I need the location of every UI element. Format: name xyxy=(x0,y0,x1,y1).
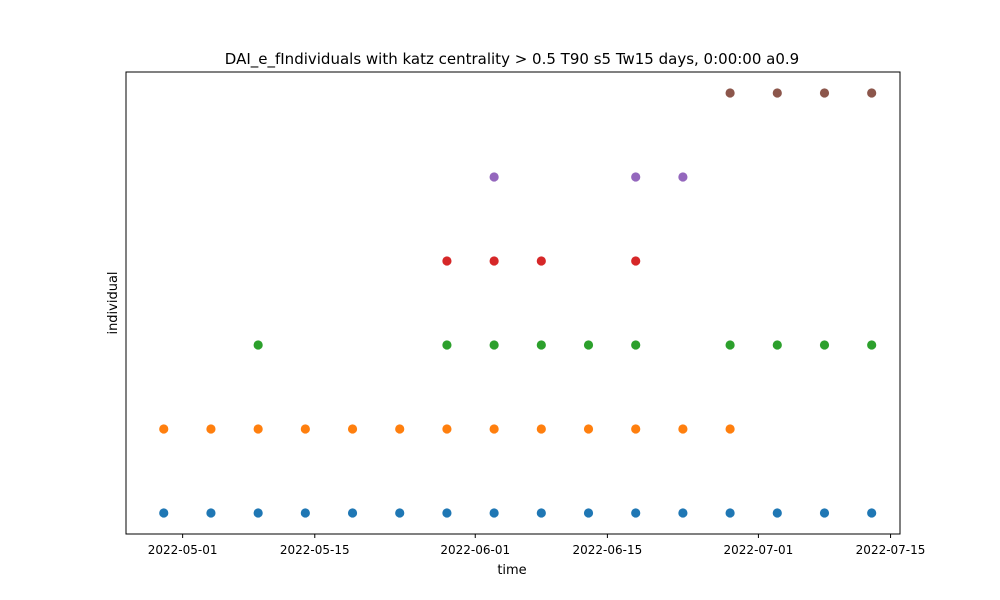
data-point-s1-5 xyxy=(395,424,405,434)
chart-title: DAI_e_fIndividuals with katz centrality … xyxy=(225,50,799,69)
data-point-s1-9 xyxy=(583,424,594,434)
data-point-s0-7 xyxy=(489,508,499,518)
x-tick-label-4: 2022-07-01 xyxy=(724,543,794,557)
data-point-s1-12 xyxy=(725,424,735,434)
data-point-s2-2 xyxy=(489,340,499,350)
data-point-s5-0 xyxy=(725,88,735,98)
data-point-s2-0 xyxy=(253,340,263,350)
data-point-s2-4 xyxy=(583,340,594,350)
data-point-s0-0 xyxy=(159,508,169,518)
data-point-s2-1 xyxy=(442,340,452,350)
data-point-s3-3 xyxy=(631,256,641,266)
data-point-s5-1 xyxy=(772,88,782,98)
data-point-s0-12 xyxy=(725,508,735,518)
data-point-s0-8 xyxy=(536,508,546,518)
x-axis-ticks: 2022-05-01 2022-05-15 2022-06-01 2022-06-15… xyxy=(148,534,926,557)
data-point-s0-3 xyxy=(300,508,310,518)
data-point-s1-7 xyxy=(489,424,499,434)
data-point-s2-6 xyxy=(725,340,735,350)
data-point-s3-2 xyxy=(536,256,546,266)
data-point-s0-13 xyxy=(772,508,782,518)
data-point-s1-10 xyxy=(631,424,641,434)
data-point-s0-15 xyxy=(867,508,877,518)
data-point-s5-2 xyxy=(819,88,830,98)
data-point-s1-2 xyxy=(253,424,263,434)
data-point-s1-1 xyxy=(206,424,216,434)
data-point-s4-2 xyxy=(678,172,688,182)
data-point-s2-7 xyxy=(772,340,782,350)
x-tick-label-0: 2022-05-01 xyxy=(148,543,218,557)
data-point-s0-14 xyxy=(819,508,830,518)
plot-frame xyxy=(125,71,901,535)
data-point-s2-3 xyxy=(536,340,546,350)
data-point-s0-6 xyxy=(442,508,452,518)
data-point-s0-11 xyxy=(678,508,688,518)
data-point-s1-0 xyxy=(159,424,169,434)
data-point-s2-5 xyxy=(631,340,641,350)
data-point-s1-3 xyxy=(300,424,310,434)
data-points xyxy=(159,88,877,518)
data-point-s2-8 xyxy=(819,340,830,350)
data-point-s2-9 xyxy=(867,340,877,350)
data-point-s5-3 xyxy=(867,88,877,98)
data-point-s0-2 xyxy=(253,508,263,518)
data-point-s0-9 xyxy=(583,508,594,518)
data-point-s1-8 xyxy=(536,424,546,434)
data-point-s0-5 xyxy=(395,508,405,518)
x-tick-label-2: 2022-06-01 xyxy=(440,543,510,557)
x-axis-label: time xyxy=(497,563,526,578)
data-point-s1-4 xyxy=(347,424,358,434)
data-point-s3-0 xyxy=(442,256,452,266)
data-point-s4-0 xyxy=(489,172,499,182)
data-point-s4-1 xyxy=(631,172,641,182)
x-tick-label-5: 2022-07-15 xyxy=(856,543,926,557)
data-point-s1-11 xyxy=(678,424,688,434)
x-tick-label-3: 2022-06-15 xyxy=(573,543,643,557)
y-axis-label: individual xyxy=(106,271,121,334)
data-point-s3-1 xyxy=(489,256,499,266)
data-point-s0-10 xyxy=(631,508,641,518)
x-tick-label-1: 2022-05-15 xyxy=(280,543,350,557)
data-point-s0-4 xyxy=(347,508,358,518)
data-point-s1-6 xyxy=(442,424,452,434)
data-point-s0-1 xyxy=(206,508,216,518)
